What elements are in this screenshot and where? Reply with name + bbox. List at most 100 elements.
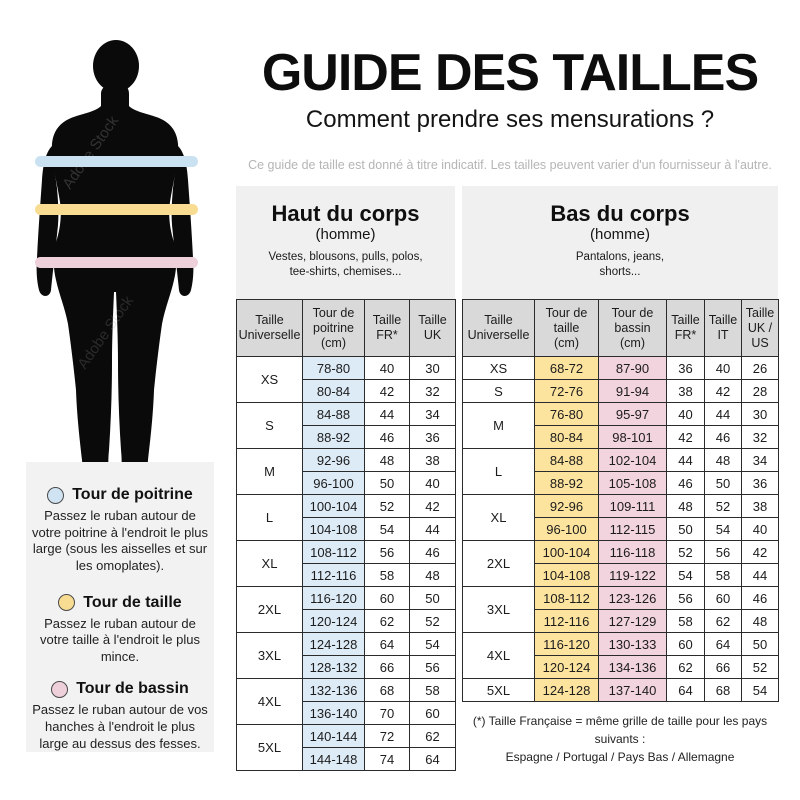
table-cell: 91-94 xyxy=(598,379,667,403)
table-cell: 48 xyxy=(364,448,410,472)
table-row: XS 78-80 40 30 xyxy=(236,356,456,403)
table-cell: 54 xyxy=(364,517,410,541)
table-cell: 42 xyxy=(409,494,456,518)
table-cell: 124-128 xyxy=(534,678,599,702)
table-cell: 62 xyxy=(666,655,705,679)
table-cell: 50 xyxy=(409,586,456,610)
table-cell: 46 xyxy=(666,471,705,495)
legend-text: Passez le ruban autour de votre taille à… xyxy=(39,615,200,664)
table-cell: 60 xyxy=(666,632,705,656)
table-row: 4XL 116-120 130-133 60 64 50 xyxy=(462,632,779,679)
table-cell: 40 xyxy=(741,517,779,541)
table-cell: 88-92 xyxy=(302,425,365,449)
table-cell: 52 xyxy=(364,494,410,518)
column-header: Taille Universelle xyxy=(236,299,303,357)
table-cell: 76-80 xyxy=(534,402,599,426)
size-label-cell: M xyxy=(236,448,303,495)
table-cell: 52 xyxy=(741,655,779,679)
table-cell: 64 xyxy=(704,632,742,656)
table-cell: 48 xyxy=(704,448,742,472)
table-cell: 112-116 xyxy=(534,609,599,633)
table-cell: 64 xyxy=(409,747,456,771)
table-row: L 84-88 102-104 44 48 34 xyxy=(462,448,779,495)
bas-size-table: Taille Universelle Tour de taille (cm) Tou… xyxy=(462,299,779,702)
table-cell: 30 xyxy=(741,402,779,426)
legend-text: Passez le ruban autour de vos hanches à … xyxy=(32,702,208,751)
column-header: Tour de bassin (cm) xyxy=(598,299,667,357)
chest-band-icon xyxy=(35,156,198,167)
table-cell: 40 xyxy=(364,356,410,380)
table-cell: 42 xyxy=(704,379,742,403)
size-label-cell: 4XL xyxy=(236,678,303,725)
measurement-legend: Tour de poitrine Passez le ruban autour … xyxy=(26,462,214,752)
table-cell: 58 xyxy=(409,678,456,702)
table-row: 88-92 46 36 xyxy=(237,425,456,449)
size-label-cell: XL xyxy=(236,540,303,587)
table-cell: 116-120 xyxy=(302,586,365,610)
male-silhouette-icon: Adobe Stock Adobe Stock xyxy=(35,40,198,488)
table-cell: 119-122 xyxy=(598,563,667,587)
table-cell: 95-97 xyxy=(598,402,667,426)
table-cell: 100-104 xyxy=(534,540,599,564)
size-label-cell: 2XL xyxy=(462,540,535,587)
section-gender: (homme) xyxy=(315,226,376,244)
table-cell: 34 xyxy=(409,402,456,426)
table-cell: 120-124 xyxy=(302,609,365,633)
table-cell: 32 xyxy=(409,379,456,403)
section-title: Bas du corps xyxy=(550,201,690,226)
table-cell: 52 xyxy=(409,609,456,633)
table-cell: 136-140 xyxy=(302,701,365,725)
column-header: Tour de poitrine (cm) xyxy=(302,299,365,357)
table-cell: 62 xyxy=(704,609,742,633)
table-row: 4XL 132-136 68 58 xyxy=(236,678,456,725)
section-garments: Vestes, blousons, pulls, polos, tee-shir… xyxy=(268,251,423,279)
table-cell: 50 xyxy=(666,517,705,541)
size-label-cell: L xyxy=(462,448,535,495)
table-cell: 98-101 xyxy=(598,425,667,449)
table-cell: 80-84 xyxy=(302,379,365,403)
table-cell: 84-88 xyxy=(302,402,365,426)
table-cell: 42 xyxy=(666,425,705,449)
table-cell: 46 xyxy=(704,425,742,449)
legend-item-bassin: Tour de bassin Passez le ruban autour de… xyxy=(26,680,214,752)
table-cell: 42 xyxy=(741,540,779,564)
table-cell: 102-104 xyxy=(598,448,667,472)
table-cell: 72-76 xyxy=(534,379,599,403)
table-cell: 68 xyxy=(364,678,410,702)
column-header: Tour de taille (cm) xyxy=(534,299,599,357)
table-row: 3XL 124-128 64 54 xyxy=(236,632,456,679)
section-header-bas: Bas du corps (homme) Pantalons, jeans, s… xyxy=(462,186,778,299)
table-cell: 50 xyxy=(741,632,779,656)
table-row: M 76-80 95-97 40 44 30 xyxy=(462,402,779,449)
table-cell: 36 xyxy=(666,356,705,380)
table-cell: 60 xyxy=(364,586,410,610)
table-cell: 62 xyxy=(364,609,410,633)
table-cell: 68-72 xyxy=(534,356,599,380)
table-row: XS 68-72 87-90 36 40 26 xyxy=(462,356,779,380)
table-cell: 104-108 xyxy=(534,563,599,587)
table-cell: 54 xyxy=(409,632,456,656)
page-title: GUIDE DES TAILLES xyxy=(261,44,759,102)
haut-size-table: Taille Universelle Tour de poitrine (cm) T… xyxy=(236,299,456,771)
table-cell: 80-84 xyxy=(534,425,599,449)
table-cell: 116-118 xyxy=(598,540,667,564)
size-label-cell: L xyxy=(236,494,303,541)
table-cell: 44 xyxy=(364,402,410,426)
table-row: 112-116 127-129 58 62 48 xyxy=(463,609,779,633)
legend-title: Tour de poitrine xyxy=(72,486,193,503)
table-cell: 88-92 xyxy=(534,471,599,495)
table-cell: 44 xyxy=(409,517,456,541)
table-cell: 40 xyxy=(409,471,456,495)
table-row: 3XL 108-112 123-126 56 60 46 xyxy=(462,586,779,633)
hips-band-icon xyxy=(35,257,198,268)
table-row: 120-124 134-136 62 66 52 xyxy=(463,655,779,679)
table-cell: 130-133 xyxy=(598,632,667,656)
table-cell: 74 xyxy=(364,747,410,771)
table-row: 104-108 119-122 54 58 44 xyxy=(463,563,779,587)
table-cell: 30 xyxy=(409,356,456,380)
page-subtitle: Comment prendre ses mensurations ? xyxy=(305,106,715,133)
table-cell: 54 xyxy=(666,563,705,587)
bas-du-corps-table: Taille Universelle Tour de taille (cm) Tou… xyxy=(462,299,779,702)
legend-title: Tour de taille xyxy=(83,593,182,611)
table-cell: 124-128 xyxy=(302,632,365,656)
